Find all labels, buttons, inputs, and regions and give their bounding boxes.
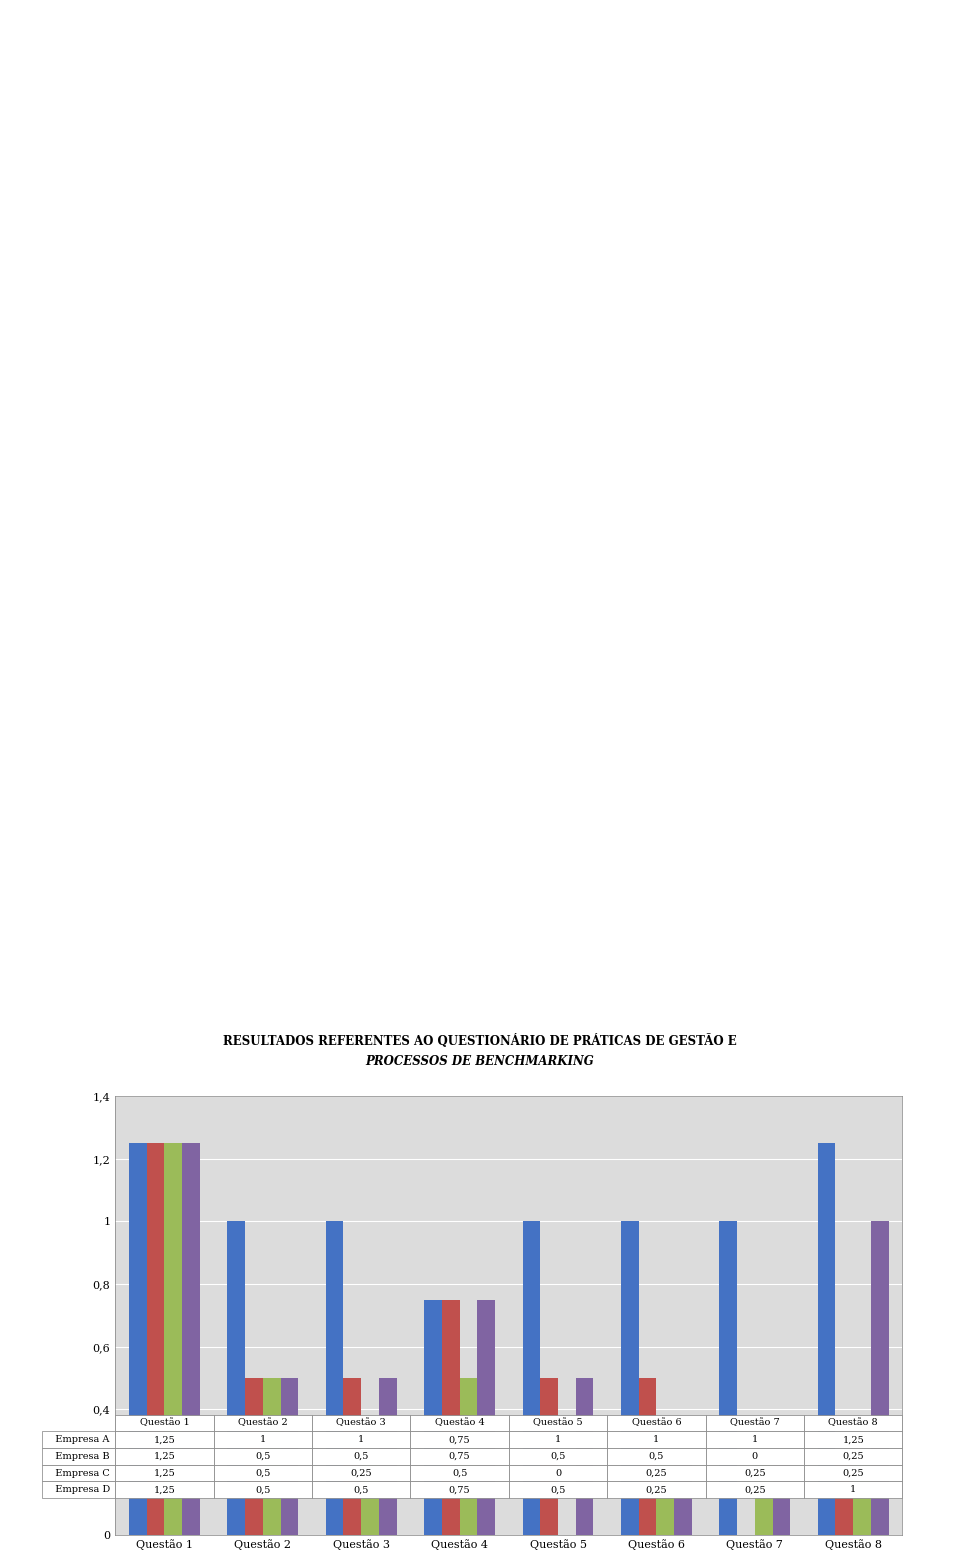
Bar [164, 1143, 182, 1535]
Bar [818, 1143, 835, 1535]
Bar [245, 1378, 263, 1535]
Bar [263, 1378, 280, 1535]
Bar [657, 1456, 674, 1535]
Bar [280, 1378, 299, 1535]
Bar [228, 1221, 245, 1535]
Bar [621, 1221, 638, 1535]
Bar [361, 1456, 379, 1535]
Bar [129, 1143, 147, 1535]
Bar [773, 1456, 790, 1535]
Bar [871, 1221, 889, 1535]
Bar [674, 1456, 692, 1535]
Bar [325, 1221, 344, 1535]
Bar [719, 1221, 737, 1535]
Bar [638, 1378, 657, 1535]
Bar [576, 1378, 593, 1535]
Bar [424, 1300, 442, 1535]
Bar [379, 1378, 396, 1535]
Bar [853, 1456, 871, 1535]
Bar [442, 1300, 460, 1535]
Bar [344, 1378, 361, 1535]
Text: RESULTADOS REFERENTES AO QUESTIONÁRIO DE PRÁTICAS DE GESTÃO E: RESULTADOS REFERENTES AO QUESTIONÁRIO DE… [223, 1035, 737, 1048]
Bar [182, 1143, 200, 1535]
Bar [477, 1300, 495, 1535]
Bar [147, 1143, 164, 1535]
Bar [460, 1378, 477, 1535]
Bar [522, 1221, 540, 1535]
Bar [835, 1456, 853, 1535]
Text: PROCESSOS DE BENCHMARKING: PROCESSOS DE BENCHMARKING [366, 1055, 594, 1068]
Bar [755, 1456, 773, 1535]
Bar [540, 1378, 558, 1535]
